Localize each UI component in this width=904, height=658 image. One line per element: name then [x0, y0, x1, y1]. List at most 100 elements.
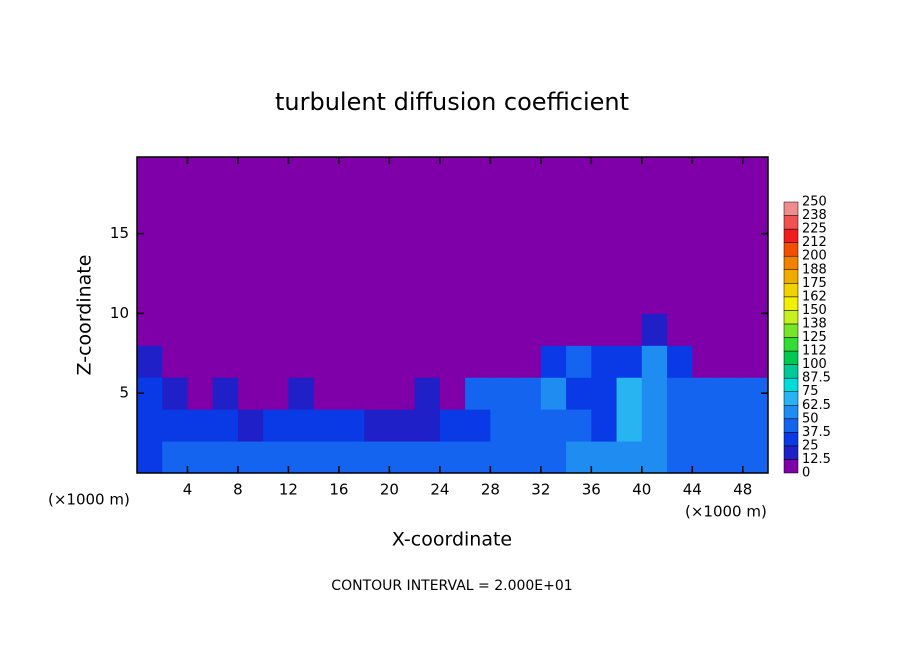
cell [137, 249, 163, 282]
cell [515, 441, 542, 473]
cell [137, 157, 163, 187]
cell [490, 345, 517, 378]
cell [288, 441, 315, 473]
cell [137, 409, 163, 442]
colorbar-swatch [783, 391, 799, 406]
cell [616, 217, 643, 251]
cell [717, 377, 744, 410]
x-tick-label: 8 [233, 481, 243, 499]
cell [540, 313, 567, 346]
cell [439, 377, 466, 410]
colorbar-swatch [783, 323, 799, 338]
cell [566, 409, 592, 442]
cell [313, 409, 340, 442]
cell [162, 249, 188, 282]
cell [137, 185, 163, 219]
cell [490, 185, 517, 219]
cell [742, 249, 768, 282]
cell [692, 313, 719, 346]
cell [389, 409, 416, 442]
cell [566, 345, 592, 378]
cell [212, 345, 239, 378]
cell [439, 441, 466, 473]
cell [591, 217, 618, 251]
cell [288, 313, 315, 346]
cell [540, 345, 567, 378]
cell [439, 409, 466, 442]
cell [364, 157, 390, 187]
cell [212, 441, 239, 473]
colorbar-swatch [783, 377, 799, 392]
cell [414, 441, 441, 473]
cell [389, 249, 416, 282]
cell [187, 185, 214, 219]
cell [465, 217, 491, 251]
cell [137, 345, 163, 378]
cell [187, 249, 214, 282]
cell [692, 249, 719, 282]
cell [187, 217, 214, 251]
cell [490, 313, 517, 346]
cell [616, 409, 643, 442]
x-tick-label: 4 [183, 481, 193, 499]
cell [616, 185, 643, 219]
x-tick-label: 44 [683, 481, 702, 499]
cell [540, 377, 567, 410]
cell [515, 217, 542, 251]
colorbar-swatch [783, 350, 799, 365]
cell [616, 281, 643, 314]
cell [237, 313, 264, 346]
colorbar-label: 100 [802, 357, 827, 372]
cell [667, 249, 693, 282]
cell [263, 281, 289, 314]
cell [338, 185, 365, 219]
colorbar-label: 138 [802, 316, 827, 331]
cell [389, 345, 416, 378]
cell [313, 217, 340, 251]
cell [515, 249, 542, 282]
cell [439, 185, 466, 219]
cell [389, 377, 416, 410]
cell [540, 249, 567, 282]
y-axis-label: Z-coordinate [74, 255, 96, 376]
cell [414, 249, 441, 282]
cell [338, 157, 365, 187]
colorbar-label: 200 [802, 249, 827, 264]
cell [187, 313, 214, 346]
cell [465, 377, 491, 410]
cell [187, 377, 214, 410]
cell [515, 377, 542, 410]
cell [237, 157, 264, 187]
cell [515, 409, 542, 442]
cell [313, 249, 340, 282]
cell [717, 217, 744, 251]
cell [742, 409, 768, 442]
cell [641, 345, 668, 378]
colorbar-swatch [783, 215, 799, 230]
cell [692, 281, 719, 314]
cell [162, 313, 188, 346]
colorbar-swatch [783, 445, 799, 460]
x-tick-label: 36 [582, 481, 601, 499]
colorbar-swatch [783, 283, 799, 298]
x-tick-label: 24 [430, 481, 449, 499]
cell [515, 157, 542, 187]
cell [263, 345, 289, 378]
cell [364, 313, 390, 346]
cell [212, 377, 239, 410]
colorbar-swatch [783, 269, 799, 284]
cell [515, 313, 542, 346]
cell [540, 185, 567, 219]
x-tick-label: 20 [380, 481, 399, 499]
cell [667, 185, 693, 219]
cell [389, 185, 416, 219]
cell [591, 157, 618, 187]
cell [540, 217, 567, 251]
cell [338, 441, 365, 473]
cell [465, 281, 491, 314]
cell [288, 185, 315, 219]
cell [591, 345, 618, 378]
cell [288, 281, 315, 314]
cell [667, 409, 693, 442]
